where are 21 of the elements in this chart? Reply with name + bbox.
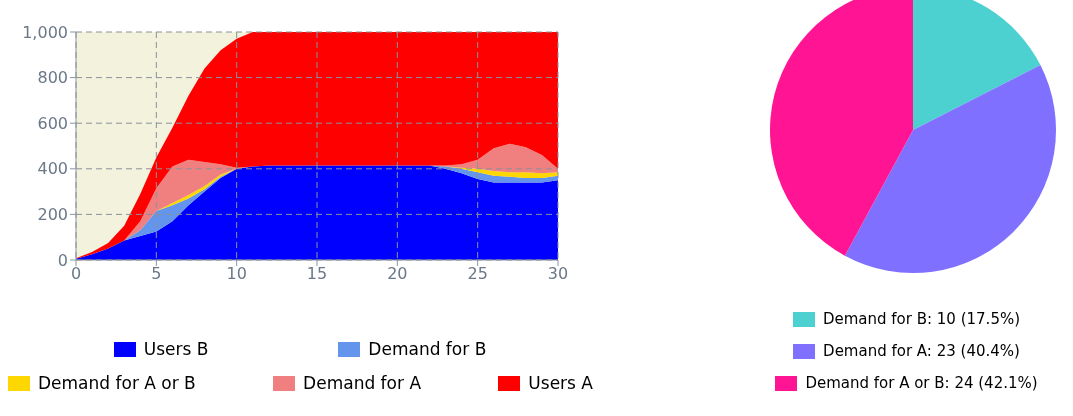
legend-label: Demand for B bbox=[368, 339, 487, 359]
legend-label: Demand for A or B bbox=[38, 373, 196, 393]
legend-label: Demand for A: 23 (40.4%) bbox=[823, 342, 1020, 360]
legend-label: Demand for B: 10 (17.5%) bbox=[822, 310, 1021, 328]
y-tick-label: 200 bbox=[37, 205, 68, 225]
legend-label: Demand for A bbox=[303, 373, 422, 393]
y-tick-label: 400 bbox=[37, 159, 68, 179]
x-tick-label: 5 bbox=[151, 264, 162, 284]
y-tick-label: 1,000 bbox=[22, 22, 68, 42]
y-tick-label: 800 bbox=[37, 68, 68, 88]
y-tick-label: 600 bbox=[37, 113, 68, 133]
legend-label: Demand for A or B: 24 (42.1%) bbox=[805, 374, 1038, 392]
x-tick-label: 15 bbox=[306, 264, 328, 284]
legend-label: Users B bbox=[143, 339, 209, 359]
x-tick-label: 0 bbox=[70, 264, 82, 284]
y-tick-label: 0 bbox=[57, 250, 68, 270]
x-tick-label: 25 bbox=[467, 264, 488, 284]
x-tick-label: 20 bbox=[387, 264, 408, 284]
x-tick-label: 30 bbox=[547, 264, 569, 284]
legend-label: Users A bbox=[528, 373, 593, 393]
x-tick-label: 10 bbox=[226, 264, 247, 284]
